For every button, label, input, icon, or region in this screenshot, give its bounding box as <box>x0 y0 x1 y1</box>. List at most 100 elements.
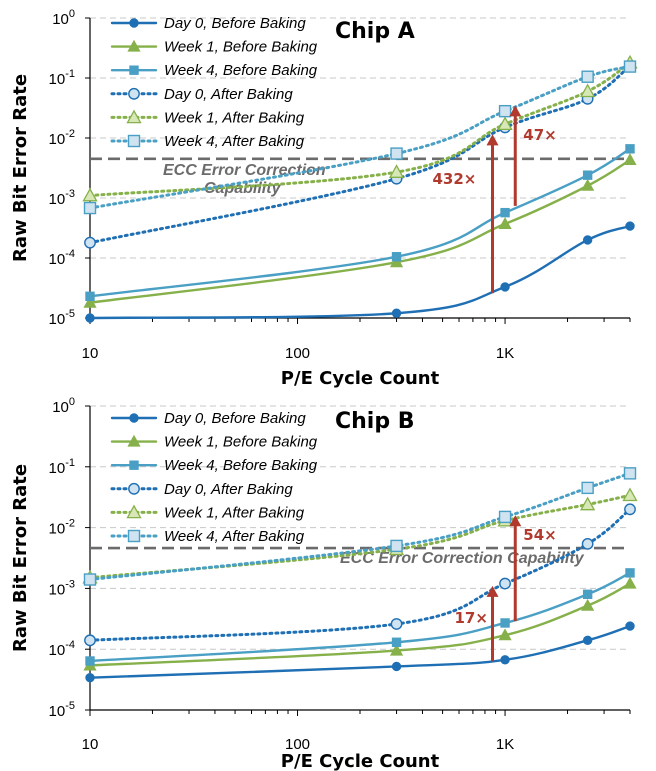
legend-label: Week 1, After Baking <box>164 109 305 126</box>
data-point <box>500 282 510 292</box>
legend-marker <box>126 109 142 124</box>
y-tick-exponent: -2 <box>65 518 75 530</box>
data-point <box>388 164 405 178</box>
y-axis-title: Raw Bit Error Rate <box>10 74 31 262</box>
data-point <box>498 104 512 118</box>
legend-item: Day 0, Before Baking <box>110 15 306 32</box>
legend-marker <box>129 460 139 470</box>
data-point <box>580 83 596 98</box>
series-2 <box>83 153 637 308</box>
data-point <box>581 178 595 191</box>
series-6 <box>83 60 637 215</box>
data-point <box>391 637 402 647</box>
series-5 <box>82 54 638 202</box>
y-tick-exponent: -4 <box>65 248 75 260</box>
series-3 <box>85 568 635 666</box>
legend-marker <box>128 482 140 495</box>
data-point <box>623 576 637 589</box>
data-point <box>391 661 402 672</box>
data-point <box>83 295 97 308</box>
arrow-head <box>486 585 499 597</box>
ratio-arrow: 432× <box>433 134 499 294</box>
legend: Day 0, Before Baking Week 1, Before Bakin… <box>110 410 318 545</box>
series-1 <box>85 621 635 683</box>
data-point <box>500 655 510 665</box>
legend-marker <box>128 87 140 100</box>
data-point <box>582 235 593 245</box>
legend-label: Day 0, Before Baking <box>164 410 306 427</box>
legend-marker <box>126 504 142 519</box>
legend-item: Week 1, After Baking <box>110 504 305 521</box>
data-point <box>389 255 404 268</box>
legend-marker <box>127 39 141 52</box>
legend-item: Week 1, Before Baking <box>110 434 318 451</box>
y-tick-exponent: -4 <box>65 639 75 651</box>
legend-item: Week 4, After Baking <box>110 133 305 150</box>
legend-label: Week 4, After Baking <box>164 528 305 545</box>
legend-item: Week 1, After Baking <box>110 109 305 126</box>
legend-marker <box>127 434 141 447</box>
x-tick-label: 100 <box>285 736 310 753</box>
ratio-arrow: 47× <box>509 105 557 206</box>
ratio-label: 47× <box>523 126 556 144</box>
data-point <box>391 308 402 318</box>
legend-label: Week 1, After Baking <box>164 504 305 521</box>
y-tick-exponent: 0 <box>69 396 75 408</box>
data-point <box>581 70 594 83</box>
y-tick-exponent: -1 <box>65 68 75 80</box>
x-tick-label: 1K <box>496 345 514 362</box>
legend-label: Week 4, After Baking <box>164 133 305 150</box>
chart-title: Chip A <box>335 19 415 44</box>
ratio-label: 54× <box>523 526 556 544</box>
data-point <box>497 116 513 131</box>
legend-label: Week 1, Before Baking <box>164 39 318 56</box>
data-point <box>622 487 638 502</box>
data-point <box>580 496 596 511</box>
series-3 <box>85 144 635 301</box>
data-point <box>625 621 635 631</box>
data-point <box>582 170 593 180</box>
x-tick-label: 10 <box>82 345 99 362</box>
data-point <box>389 643 404 656</box>
data-point <box>85 313 95 323</box>
y-tick-exponent: 0 <box>69 8 75 20</box>
series-6 <box>83 467 637 586</box>
data-point <box>390 539 403 553</box>
data-point <box>390 618 403 630</box>
legend-marker <box>129 65 139 75</box>
ratio-label: 432× <box>433 170 477 188</box>
legend-label: Day 0, Before Baking <box>164 15 306 32</box>
data-point <box>581 598 595 611</box>
y-tick-exponent: -3 <box>65 188 75 200</box>
data-point <box>582 589 593 599</box>
data-point <box>84 634 96 647</box>
y-tick-exponent: -3 <box>65 578 75 590</box>
data-point <box>84 236 96 249</box>
x-tick-label: 100 <box>285 345 310 362</box>
data-point <box>498 628 512 641</box>
data-point <box>623 467 637 480</box>
data-point <box>625 144 635 154</box>
arrow-head <box>509 515 522 527</box>
data-point <box>624 503 636 516</box>
data-point <box>390 147 403 160</box>
arrow-head <box>509 105 522 117</box>
x-tick-label: 1K <box>496 736 514 753</box>
data-point <box>581 481 594 495</box>
data-point <box>625 568 635 578</box>
x-axis-title: P/E Cycle Count <box>281 751 440 771</box>
legend-label: Day 0, After Baking <box>164 481 293 498</box>
legend-label: Day 0, After Baking <box>164 86 293 103</box>
ratio-arrow: 54× <box>509 515 557 622</box>
y-tick-exponent: -5 <box>65 308 75 320</box>
data-point <box>85 672 95 683</box>
data-point <box>83 573 97 586</box>
legend-label: Week 1, Before Baking <box>164 434 318 451</box>
legend-item: Day 0, Before Baking <box>110 410 306 427</box>
legend-marker <box>127 134 141 148</box>
data-point <box>500 618 510 628</box>
legend-item: Week 4, Before Baking <box>110 62 318 79</box>
